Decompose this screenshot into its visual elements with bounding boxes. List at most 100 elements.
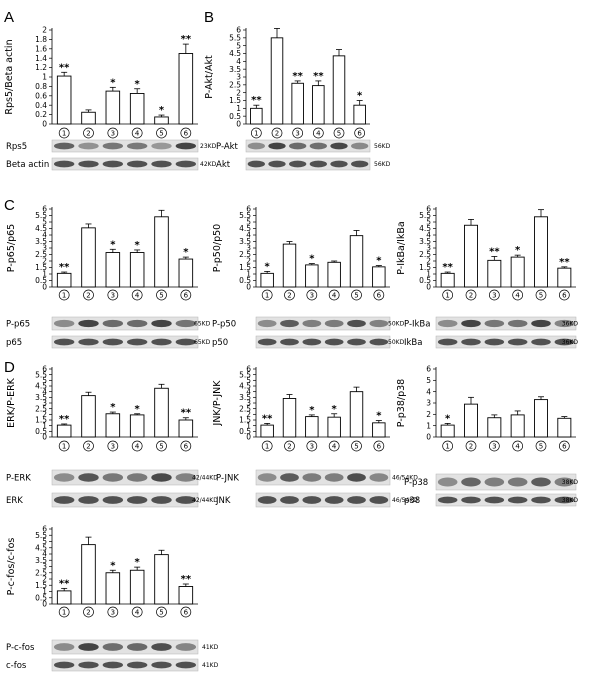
blot-kd-label: 56KD	[374, 143, 391, 150]
lane-number-circle	[306, 289, 318, 301]
lane-number-circle	[58, 440, 70, 452]
lane-number-circle	[312, 127, 324, 139]
y-tick-label: 6	[42, 525, 47, 534]
blot-band	[151, 496, 172, 504]
blot-band	[347, 319, 366, 328]
blot-kd-label: 42/44KD	[192, 497, 218, 504]
y-tick-label: 3	[42, 244, 47, 253]
y-tick-label: 0.6	[35, 91, 47, 100]
blot-band	[257, 496, 277, 504]
blot-label: IkBa	[404, 338, 422, 348]
lane-number-circle	[512, 289, 524, 301]
y-tick-label: 3	[246, 399, 251, 408]
lane-number-circle	[373, 440, 385, 452]
significance-mark: *	[110, 77, 116, 88]
blot-band	[330, 160, 348, 168]
lane-number-circle	[131, 440, 143, 452]
panel-label-b: B	[204, 9, 214, 26]
significance-mark: **	[59, 262, 70, 273]
y-tick-label: 0.5	[419, 276, 431, 285]
bar	[260, 424, 274, 438]
y-axis-label: P-p50/p50	[212, 224, 223, 272]
significance-mark: **	[251, 95, 262, 106]
bar	[282, 243, 297, 288]
y-tick-label: 1	[426, 270, 431, 279]
blot-band	[330, 142, 348, 150]
category-label: 4	[332, 443, 337, 451]
significance-mark: *	[309, 254, 315, 265]
blot-label: Akt	[216, 160, 231, 170]
panel-label-a: A	[4, 9, 14, 26]
category-label: 3	[111, 443, 115, 451]
chart-cfos: 00.511.522.533.544.555.56P-c-fos/c-fos **…	[6, 525, 219, 672]
category-label: 3	[310, 292, 314, 300]
category-label: 2	[287, 443, 291, 451]
blot-band	[151, 473, 172, 482]
bar	[129, 92, 145, 125]
bar	[81, 227, 96, 288]
blot-band	[175, 473, 197, 482]
bar	[56, 75, 72, 125]
blot-kd-label: 36KD	[562, 321, 579, 328]
category-label: 3	[111, 292, 115, 300]
y-tick-label: 5	[246, 376, 251, 385]
blot-kd-label: 38KD	[562, 497, 579, 504]
lane-number-circle	[131, 606, 143, 618]
category-label: 6	[377, 292, 382, 300]
blot-band	[151, 643, 172, 651]
y-tick-label: 2.5	[229, 80, 241, 89]
bar	[178, 53, 194, 125]
bar	[372, 266, 386, 288]
y-tick-label: 4.5	[239, 382, 251, 391]
y-tick-label: 5	[426, 218, 431, 227]
panel-label-d: D	[4, 359, 15, 376]
blot-kd-label: 65KD	[194, 339, 211, 346]
bar	[557, 417, 572, 438]
significance-mark: *	[110, 239, 116, 250]
y-tick-label: 0.4	[35, 101, 47, 110]
category-label: 1	[62, 292, 66, 300]
significance-mark: *	[135, 404, 141, 415]
blot-kd-label: 36KD	[562, 339, 579, 346]
significance-mark: *	[265, 261, 271, 272]
bar	[178, 258, 194, 288]
y-tick-label: 0.5	[35, 276, 47, 285]
category-label: 5	[159, 443, 163, 451]
blot-band	[484, 496, 505, 504]
blot-band	[347, 338, 366, 346]
y-tick-label: 3	[42, 562, 47, 571]
blot-kd-label: 41KD	[202, 644, 219, 651]
bar	[510, 414, 525, 438]
category-label: 5	[159, 292, 163, 300]
blot-label: P-Akt	[216, 142, 239, 152]
category-label: 2	[86, 609, 90, 617]
significance-mark: **	[489, 246, 500, 257]
y-tick-label: 2.5	[419, 250, 431, 259]
category-label: 6	[184, 292, 189, 300]
blot-band	[78, 142, 99, 150]
significance-mark: *	[110, 402, 116, 413]
y-tick-label: 4	[42, 550, 47, 559]
y-tick-label: 1.5	[419, 263, 431, 272]
y-tick-label: 1	[426, 421, 431, 430]
category-label: 1	[445, 292, 449, 300]
y-tick-label: 2	[42, 257, 47, 266]
blot-band	[369, 496, 389, 504]
blot-band	[302, 319, 322, 328]
chart-ikba: 00.511.522.533.544.555.56P-IkBa/IkBa **1 2…	[396, 205, 579, 349]
bar	[154, 116, 169, 125]
blot-label: JNK	[215, 496, 231, 506]
bar	[332, 55, 346, 125]
blot-band	[554, 338, 575, 346]
y-tick-label: 1	[42, 73, 47, 82]
lane-number-circle	[333, 127, 345, 139]
y-tick-label: 1.2	[35, 63, 47, 72]
lane-number-circle	[156, 440, 167, 452]
blot-band	[288, 160, 307, 168]
lane-number-circle	[328, 289, 340, 301]
y-tick-label: 0	[246, 283, 251, 292]
chart-akt: 00.511.522.533.544.555.56P-Akt/Akt**1 2**…	[204, 26, 391, 171]
blot-band	[78, 661, 99, 669]
blot-kd-label: 50KD	[388, 321, 405, 328]
blot-band	[268, 160, 286, 168]
